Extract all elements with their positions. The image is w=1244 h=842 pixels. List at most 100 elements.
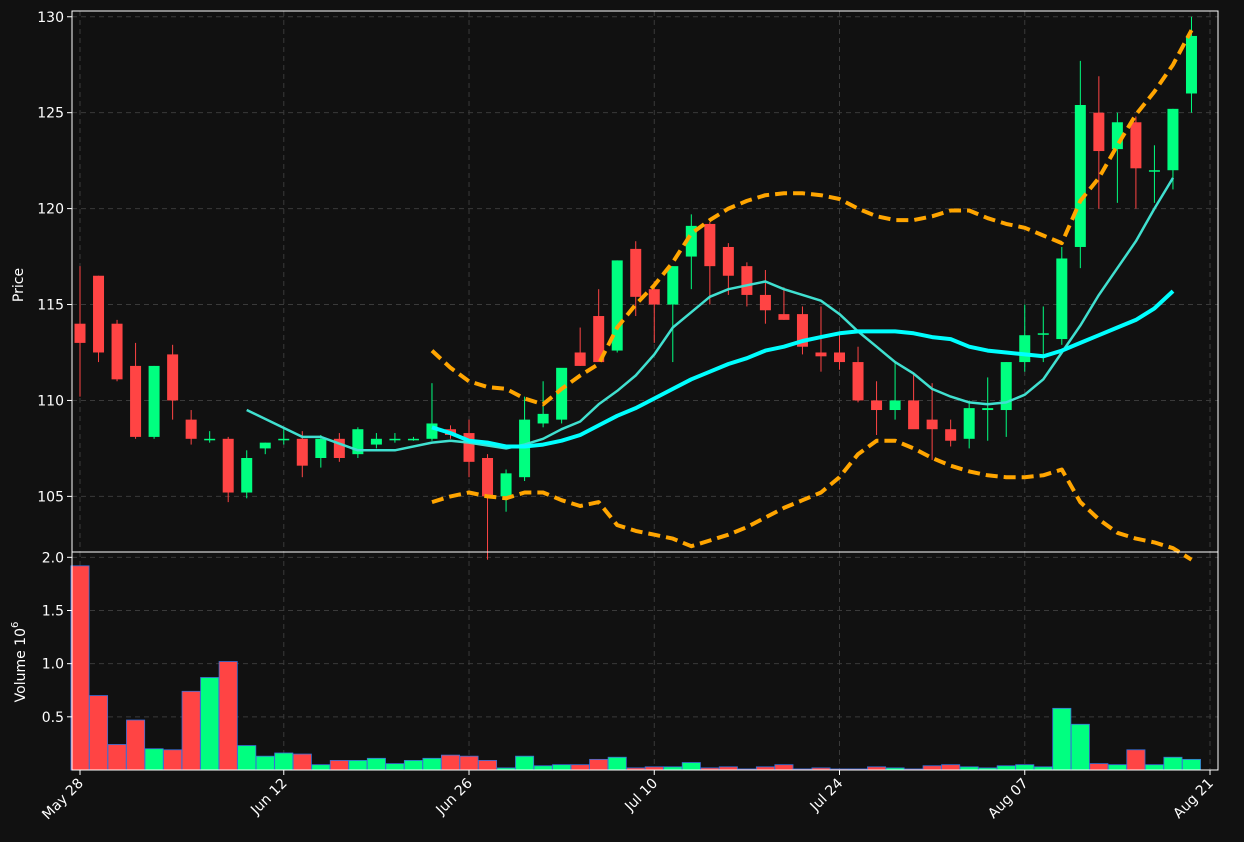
volume-bar (385, 763, 405, 771)
price-axis-label: Price (11, 268, 27, 302)
candle-body (185, 419, 197, 439)
volume-tick-label: 1.0 (42, 657, 64, 673)
candle-body (93, 275, 105, 353)
upper-band-line (430, 29, 1194, 407)
volume-bar (70, 565, 90, 771)
candle-body (463, 433, 475, 462)
volume-bar (607, 756, 627, 771)
volume-bar (1089, 763, 1109, 771)
price-tick-label: 130 (37, 10, 64, 26)
candle-body (370, 438, 382, 445)
price-tick-label: 110 (37, 393, 64, 409)
candle-body (1111, 122, 1123, 150)
slow-moving-average-line (431, 289, 1175, 449)
candle-body (222, 438, 234, 493)
candle-body (871, 400, 883, 411)
candle-body (407, 438, 419, 441)
candle-body (908, 400, 920, 430)
candle-body (630, 248, 642, 297)
candle-body (1037, 333, 1049, 335)
fast-moving-average-line (246, 177, 1175, 452)
volume-axis-exponent: 6 (10, 622, 21, 628)
candle-body (333, 438, 345, 458)
price-grid (72, 11, 1218, 552)
candle-body (1130, 122, 1142, 169)
volume-y-axis: 0.5 1.0 1.5 2.0 (42, 550, 72, 726)
price-tick-label: 125 (37, 106, 64, 122)
candle-body (556, 367, 568, 420)
volume-bar (515, 755, 535, 771)
volume-bar (1181, 758, 1201, 771)
candle-body (1000, 362, 1012, 411)
candle-body (1167, 108, 1179, 171)
volume-bar (459, 755, 479, 771)
candle-body (1056, 258, 1068, 340)
candle-body (722, 246, 734, 276)
candle-body (537, 413, 549, 424)
candle-body (926, 419, 938, 430)
candle-body (963, 408, 975, 439)
candle-body (259, 442, 271, 449)
candle-body (1093, 112, 1105, 152)
volume-axis-label: Volume 106 (10, 622, 29, 703)
candle-body (815, 352, 827, 357)
volume-bar (107, 744, 127, 771)
volume-bar (1052, 707, 1072, 771)
candle-body (889, 400, 901, 411)
candle-body (704, 223, 716, 267)
volume-bar (89, 695, 109, 771)
volume-bar (996, 765, 1016, 771)
volume-bar (255, 755, 275, 771)
candle-body (167, 354, 179, 401)
candle-body (796, 314, 808, 347)
volume-bar (144, 748, 164, 771)
candle-body (204, 438, 216, 441)
candle-body (834, 352, 846, 363)
volume-bar (348, 760, 368, 771)
volume-panel-frame (71, 551, 1219, 771)
candle-body (148, 365, 160, 437)
volume-bar (163, 749, 183, 771)
candle-body (611, 260, 623, 351)
volume-tick-label: 0.5 (42, 710, 64, 726)
volume-bar (589, 758, 609, 771)
candle-body (945, 429, 957, 441)
volume-bar (1126, 749, 1146, 771)
volume-bar (311, 764, 331, 771)
candle-body (852, 362, 864, 401)
volume-bar (1163, 756, 1183, 771)
candle-body (759, 294, 771, 311)
candle-body (1074, 105, 1086, 247)
volume-bar (181, 690, 201, 771)
lower-band-line (431, 438, 1193, 562)
candle-body (241, 457, 253, 493)
candle-body (426, 423, 438, 439)
volume-bar (329, 760, 349, 771)
price-tick-label: 115 (37, 298, 64, 314)
volume-tick-label: 2.0 (42, 550, 64, 566)
candle-body (315, 438, 327, 458)
candle-body (111, 323, 123, 380)
volume-bar (1107, 764, 1127, 771)
indicator-lines (246, 29, 1194, 562)
volume-bar (292, 753, 312, 771)
candle-body (778, 314, 790, 320)
candle-body (685, 225, 697, 257)
volume-bars (70, 565, 1201, 771)
volume-bar (366, 757, 386, 771)
candle-body (500, 473, 512, 497)
candle-body (593, 316, 605, 363)
volume-bar (126, 719, 146, 771)
candle-body (1148, 170, 1160, 172)
volume-tick-label: 1.5 (42, 603, 64, 619)
volume-bar (1070, 723, 1090, 771)
volume-bar (941, 764, 961, 771)
volume-bar (403, 760, 423, 771)
volume-axis-label-text: Volume 10 (13, 628, 29, 702)
volume-bar (681, 762, 701, 771)
volume-bar (218, 661, 238, 771)
candle-body (352, 429, 364, 455)
candle-body (74, 323, 86, 343)
candle-body (741, 266, 753, 295)
